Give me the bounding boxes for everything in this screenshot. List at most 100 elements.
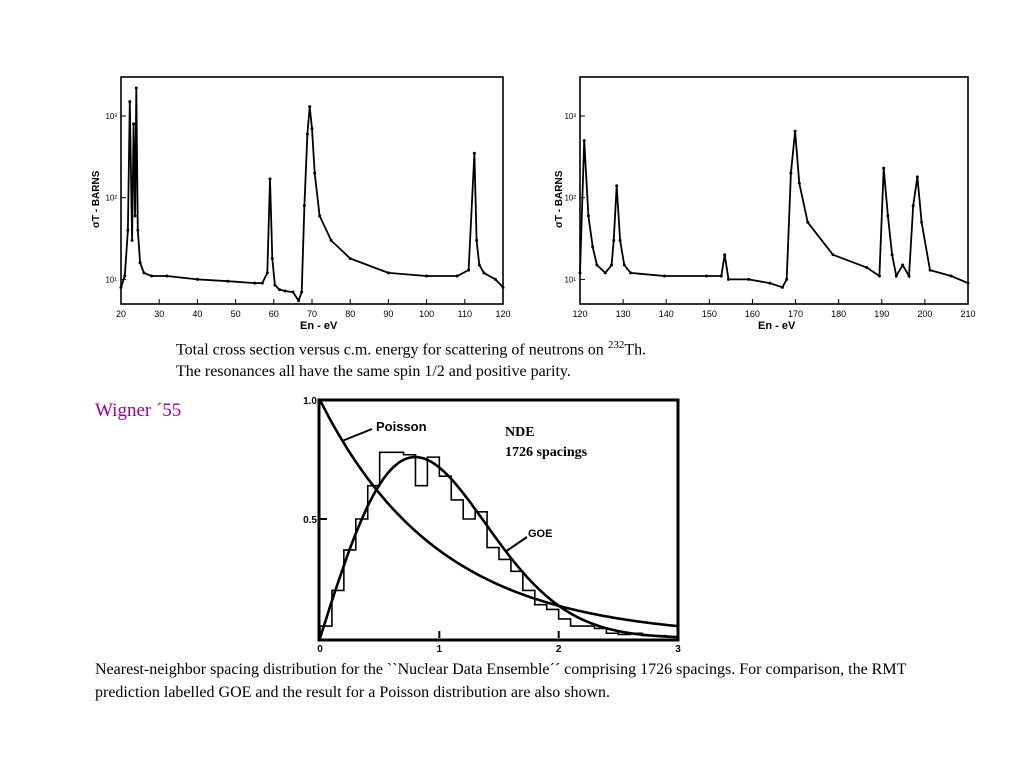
data-point	[591, 245, 595, 249]
x-tick-label: 0	[317, 644, 323, 655]
goe-pointer	[504, 536, 528, 553]
x-tick-label: 30	[154, 309, 164, 319]
data-point	[789, 171, 793, 175]
data-point	[132, 122, 136, 126]
data-point	[793, 129, 797, 133]
poisson-pointer	[341, 428, 373, 442]
data-point	[195, 277, 199, 281]
data-point	[142, 271, 146, 275]
nde-histogram	[319, 451, 679, 638]
data-point	[329, 238, 333, 242]
data-point	[780, 285, 784, 289]
data-point	[126, 228, 130, 232]
data-point	[310, 127, 314, 131]
data-point	[253, 281, 257, 285]
data-point	[291, 290, 295, 294]
data-point	[911, 204, 915, 208]
x-ticks-left: 20 30 40 50 60 70 80 90 100 110 120	[116, 299, 511, 319]
data-point	[134, 86, 138, 90]
chart-frame-spacing	[317, 398, 680, 642]
data-point	[612, 238, 616, 242]
nde-annotation: NDE 1726 spacings	[505, 423, 587, 463]
data-point	[348, 257, 352, 261]
data-point	[618, 238, 622, 242]
y-tick-label: 10²	[105, 194, 117, 203]
data-point	[966, 281, 970, 285]
data-point	[297, 299, 301, 303]
cross-section-chart-right: 120 130 140 150 160 170 180 190 200 210 10¹ 10² 10³…	[554, 76, 976, 332]
x-tick-label: 110	[458, 309, 472, 319]
data-point	[629, 271, 633, 275]
data-point	[226, 279, 230, 283]
data-point	[886, 214, 890, 218]
data-point	[318, 214, 322, 218]
y-tick-label: 10³	[564, 112, 576, 121]
data-point	[501, 285, 505, 289]
x-tick-label: 20	[116, 309, 126, 319]
x-tick-label: 130	[616, 309, 631, 319]
y-tick-label: 10²	[564, 194, 576, 203]
goe-curve	[318, 455, 678, 639]
data-point	[278, 288, 282, 292]
y-tick-label: 10¹	[105, 275, 117, 284]
data-point	[877, 274, 881, 278]
y-tick-label: 10³	[105, 112, 117, 121]
x-ticks-right: 120 130 140 150 160 170 180 190 200 210	[572, 299, 976, 319]
data-point	[797, 181, 801, 185]
x-tick-label: 170	[788, 309, 803, 319]
spacing-distribution-chart: 0 1 2 3 0.5 1.0 Poisson GOE	[303, 396, 681, 655]
x-tick-label: 160	[745, 309, 760, 319]
data-point	[662, 274, 666, 278]
data-points-right	[578, 129, 970, 289]
caption-bottom: Nearest-neighbor spacing distribution fo…	[95, 661, 907, 701]
nde-count-label: 1726 spacings	[505, 445, 588, 460]
data-point	[302, 204, 306, 208]
data-point	[582, 139, 586, 143]
x-tick-label: 120	[572, 309, 587, 319]
data-point	[949, 274, 953, 278]
data-point	[467, 268, 471, 272]
data-point	[136, 228, 140, 232]
data-point	[123, 274, 127, 278]
y-axis-label-left: σT - BARNS	[91, 170, 102, 228]
chart-frame-right	[579, 76, 969, 305]
data-point	[578, 271, 582, 275]
x-tick-label: 190	[874, 309, 889, 319]
cross-section-chart-left: 20 30 40 50 60 70 80 90 100 110 120 10¹ 10² 10³ En -…	[91, 76, 511, 332]
data-point	[915, 175, 919, 179]
y-ticks-left: 10¹ 10² 10³	[105, 112, 126, 284]
data-point	[493, 277, 497, 281]
data-point	[308, 105, 312, 109]
data-point	[907, 274, 911, 278]
data-point	[300, 290, 304, 294]
caption-top: Total cross section versus c.m. energy f…	[176, 334, 876, 383]
data-point	[894, 274, 898, 278]
x-tick-label: 60	[269, 309, 279, 319]
data-point	[268, 177, 272, 181]
data-point	[890, 253, 894, 257]
data-point	[128, 100, 132, 104]
data-point	[270, 257, 274, 261]
poisson-curve	[318, 399, 679, 628]
data-point	[615, 184, 619, 188]
data-point	[865, 265, 869, 269]
data-point	[882, 166, 886, 170]
x-tick-label: 100	[419, 309, 434, 319]
x-tick-label: 140	[659, 309, 674, 319]
data-point	[138, 261, 142, 265]
x-tick-label: 200	[917, 309, 932, 319]
x-tick-label: 50	[231, 309, 241, 319]
data-point	[610, 263, 614, 267]
x-axis-label-left: En - eV	[300, 320, 338, 332]
caption-top-element: Th.	[624, 341, 647, 359]
wigner-label: Wigner ´55	[95, 400, 182, 421]
data-point	[920, 220, 924, 224]
x-tick-label: 40	[192, 309, 202, 319]
cross-section-line-left	[120, 87, 504, 303]
data-point	[386, 271, 390, 275]
x-tick-label: 90	[383, 309, 393, 319]
goe-label: GOE	[528, 528, 552, 540]
data-point	[313, 171, 317, 175]
data-point	[150, 274, 154, 278]
data-point	[595, 263, 599, 267]
